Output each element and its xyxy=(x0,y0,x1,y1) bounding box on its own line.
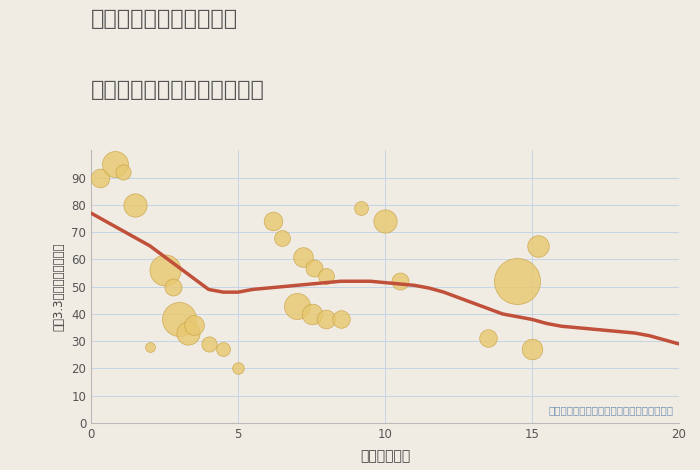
Point xyxy=(94,174,106,181)
Point xyxy=(482,335,493,342)
Point xyxy=(512,277,523,285)
Point xyxy=(309,264,320,271)
Point xyxy=(232,365,244,372)
Point xyxy=(532,242,543,250)
Point xyxy=(144,343,155,351)
Point xyxy=(356,204,367,212)
Point xyxy=(174,316,185,323)
Point xyxy=(267,218,279,225)
Point xyxy=(203,340,214,348)
Y-axis label: 坪（3.3㎡）単価（万円）: 坪（3.3㎡）単価（万円） xyxy=(52,243,66,331)
Point xyxy=(159,266,170,274)
Text: 円の大きさは、取引のあった物件面積を示す: 円の大きさは、取引のあった物件面積を示す xyxy=(548,405,673,415)
Point xyxy=(335,316,346,323)
Text: 駅距離別中古マンション価格: 駅距離別中古マンション価格 xyxy=(91,80,265,100)
X-axis label: 駅距離（分）: 駅距離（分） xyxy=(360,449,410,463)
Point xyxy=(321,316,332,323)
Point xyxy=(276,234,288,242)
Point xyxy=(130,201,141,209)
Point xyxy=(118,168,129,176)
Point xyxy=(109,160,120,168)
Point xyxy=(526,345,538,353)
Point xyxy=(379,218,391,225)
Point xyxy=(188,321,199,329)
Point xyxy=(297,253,308,260)
Point xyxy=(183,329,194,337)
Point xyxy=(291,302,302,310)
Point xyxy=(168,283,179,290)
Text: 愛知県瀬戸市みずの坂の: 愛知県瀬戸市みずの坂の xyxy=(91,9,238,30)
Point xyxy=(306,310,317,318)
Point xyxy=(394,277,405,285)
Point xyxy=(218,345,229,353)
Point xyxy=(321,272,332,280)
